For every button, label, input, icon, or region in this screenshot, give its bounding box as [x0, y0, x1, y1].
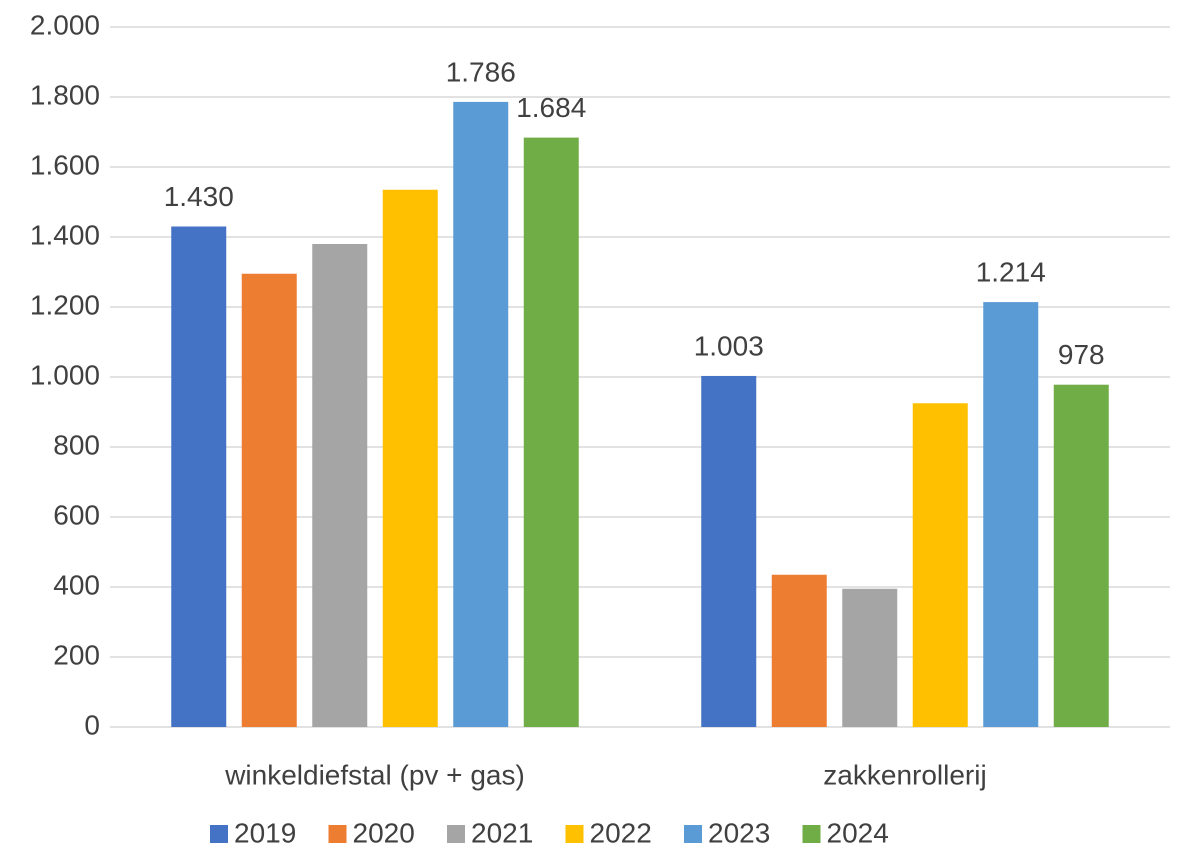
y-tick-label: 800 — [53, 429, 100, 460]
legend-label: 2021 — [471, 817, 533, 848]
bar — [523, 137, 579, 728]
y-tick-label: 200 — [53, 639, 100, 670]
data-label: 978 — [1058, 339, 1105, 370]
y-tick-label: 600 — [53, 499, 100, 530]
bar — [382, 189, 438, 727]
x-tick-label: zakkenrollerij — [823, 759, 986, 790]
data-label: 1.003 — [694, 330, 764, 361]
legend-label: 2019 — [234, 817, 296, 848]
bar — [241, 273, 297, 727]
bar — [312, 244, 368, 727]
bar — [842, 588, 898, 727]
y-tick-label: 1.800 — [30, 79, 100, 110]
data-label: 1.786 — [446, 56, 516, 87]
bar — [983, 302, 1039, 727]
y-tick-label: 1.000 — [30, 359, 100, 390]
legend-label: 2020 — [353, 817, 415, 848]
legend-label: 2022 — [590, 817, 652, 848]
legend-label: 2023 — [708, 817, 770, 848]
bar — [701, 375, 757, 727]
legend-swatch — [210, 825, 228, 843]
y-tick-label: 0 — [84, 709, 100, 740]
y-tick-label: 1.600 — [30, 149, 100, 180]
bar — [453, 101, 509, 727]
legend-swatch — [684, 825, 702, 843]
x-tick-label: winkeldiefstal (pv + gas) — [224, 759, 525, 790]
data-label: 1.214 — [976, 256, 1046, 287]
legend-swatch — [328, 825, 347, 843]
legend-swatch — [565, 825, 584, 843]
data-label: 1.684 — [516, 92, 586, 123]
y-tick-label: 2.000 — [30, 9, 100, 40]
legend-label: 2024 — [827, 817, 889, 848]
y-tick-label: 1.400 — [30, 219, 100, 250]
bar — [171, 226, 227, 727]
y-tick-label: 400 — [53, 569, 100, 600]
bar — [771, 574, 827, 727]
legend-swatch — [802, 825, 821, 843]
bar — [912, 403, 968, 727]
legend-swatch — [447, 825, 465, 843]
y-tick-label: 1.200 — [30, 289, 100, 320]
bar — [1053, 384, 1109, 727]
data-label: 1.430 — [164, 181, 234, 212]
